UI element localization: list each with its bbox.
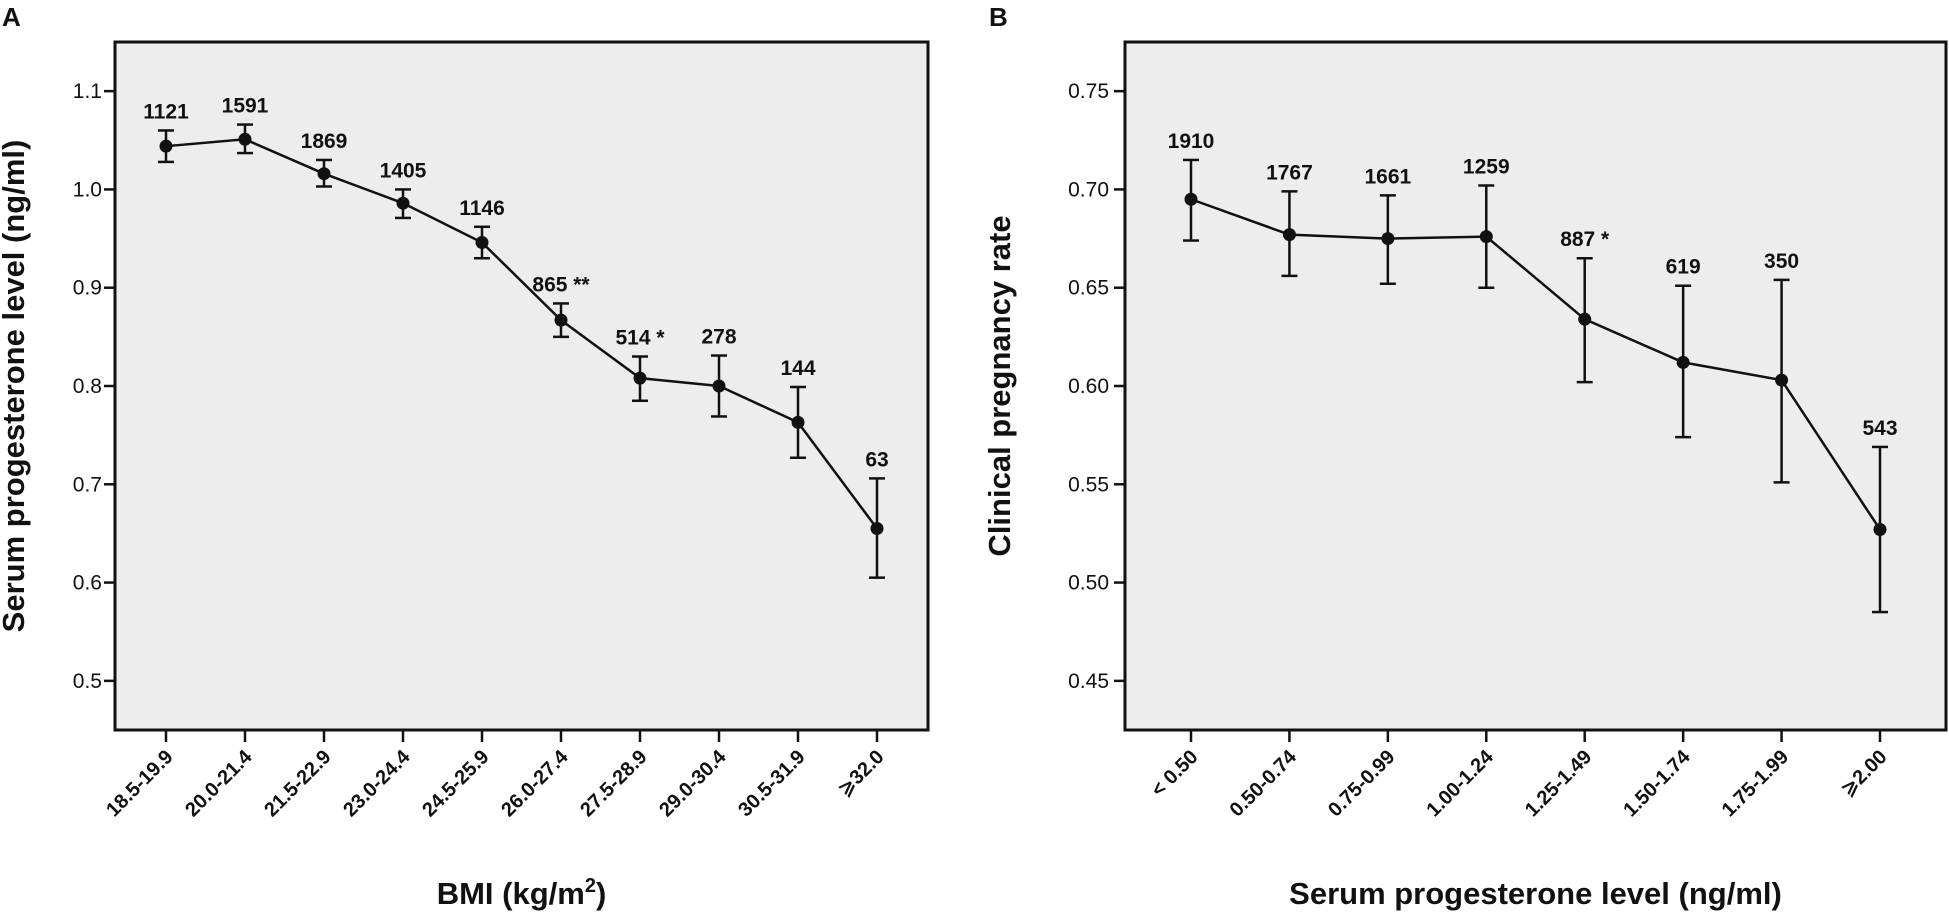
x-tick-label: 18.5-19.9 [102, 746, 177, 821]
y-tick-label: 0.45 [1068, 670, 1109, 693]
sample-size-label: 514 * [615, 327, 665, 350]
data-point [1578, 312, 1592, 326]
y-tick-label: 1.0 [73, 178, 102, 201]
y-tick-label: 1.1 [73, 80, 102, 103]
data-point [396, 196, 410, 210]
sample-size-label: 619 [1666, 256, 1701, 279]
data-point [554, 313, 568, 327]
sample-size-label: 1146 [459, 197, 505, 220]
x-tick-label: 1.75-1.99 [1718, 746, 1793, 821]
sample-size-label: 144 [780, 357, 815, 380]
sample-size-label: 543 [1862, 417, 1897, 440]
y-tick-label: 0.75 [1068, 80, 1109, 103]
sample-size-label: 865 ** [532, 273, 590, 296]
x-axis-title: Serum progesterone level (ng/ml) [1289, 876, 1782, 911]
x-tick-label: ⩾2.00 [1837, 746, 1892, 801]
y-tick-label: 0.8 [73, 375, 102, 398]
y-axis-title: Serum progesterone level (ng/ml) [0, 140, 31, 633]
sample-size-label: 1405 [380, 159, 427, 182]
data-point [870, 522, 884, 536]
panel-letter: B [989, 2, 1008, 32]
x-tick-label: 23.0-24.4 [339, 745, 415, 821]
chart-panel-a: A 0.5 0.6 0.7 0.8 0.9 1.0 1.1 18.5-19.9 20.0-21.4… [0, 2, 930, 911]
x-tick-label: 20.0-21.4 [181, 745, 257, 821]
chart-panel-b: B 0.45 0.50 0.55 0.60 0.65 0.70 0.75 < 0.50 0.50-… [982, 2, 1948, 911]
data-point [1873, 522, 1887, 536]
x-tick-label: 0.50-0.74 [1226, 745, 1302, 821]
data-point [1676, 355, 1690, 369]
y-tick-label: 0.60 [1068, 375, 1109, 398]
data-point [159, 139, 173, 153]
panel-letter: A [2, 2, 21, 32]
data-point [1479, 230, 1493, 244]
data-point [1282, 228, 1296, 242]
y-tick-label: 0.7 [73, 473, 102, 496]
plot-area [113, 40, 930, 732]
sample-size-label: 278 [701, 326, 736, 349]
data-point [791, 415, 805, 429]
y-tick-label: 0.5 [73, 670, 102, 693]
y-axis-title: Clinical pregnancy rate [982, 215, 1017, 556]
x-tick-label: 1.25-1.49 [1521, 746, 1596, 821]
sample-size-label: 1910 [1168, 130, 1215, 153]
y-tick-label: 0.70 [1068, 178, 1109, 201]
data-point [1775, 373, 1789, 387]
x-tick-label: 29.0-30.4 [655, 745, 731, 821]
sample-size-label: 350 [1764, 250, 1799, 273]
x-axis-title: BMI (kg/m2) [437, 875, 607, 911]
data-point [712, 379, 726, 393]
data-point [1381, 232, 1395, 246]
x-tick-label: < 0.50 [1147, 746, 1202, 801]
y-tick-label: 0.65 [1068, 277, 1109, 300]
sample-size-label: 1869 [301, 130, 348, 153]
sample-size-label: 1767 [1266, 161, 1313, 184]
sample-size-label: 887 * [1560, 228, 1610, 251]
sample-size-label: 1121 [143, 100, 189, 123]
data-point [475, 236, 489, 250]
x-tick-label: 1.00-1.24 [1423, 745, 1499, 821]
sample-size-label: 1259 [1463, 155, 1510, 178]
series-line [165, 138, 879, 530]
x-tick-label: 21.5-22.9 [260, 746, 335, 821]
data-point [317, 167, 331, 181]
x-tick-label: 24.5-25.9 [418, 746, 493, 821]
sample-size-label: 1591 [222, 95, 269, 118]
x-tick-label: 27.5-28.9 [576, 746, 651, 821]
y-tick-label: 0.50 [1068, 572, 1109, 595]
series-line [1190, 198, 1882, 531]
y-tick-label: 0.6 [73, 572, 102, 595]
data-point [633, 371, 647, 385]
x-tick-label: 26.0-27.4 [497, 745, 573, 821]
x-tick-label: 1.50-1.74 [1619, 745, 1695, 821]
x-tick-label: 30.5-31.9 [734, 746, 809, 821]
x-tick-label: ⩾32.0 [834, 746, 889, 801]
sample-size-label: 63 [865, 448, 888, 471]
sample-size-label: 1661 [1364, 165, 1411, 188]
plot-area [1123, 40, 1948, 732]
y-tick-label: 0.9 [73, 277, 102, 300]
data-point [1184, 192, 1198, 206]
x-tick-label: 0.75-0.99 [1324, 746, 1399, 821]
data-point [238, 132, 252, 146]
y-tick-label: 0.55 [1068, 473, 1109, 496]
